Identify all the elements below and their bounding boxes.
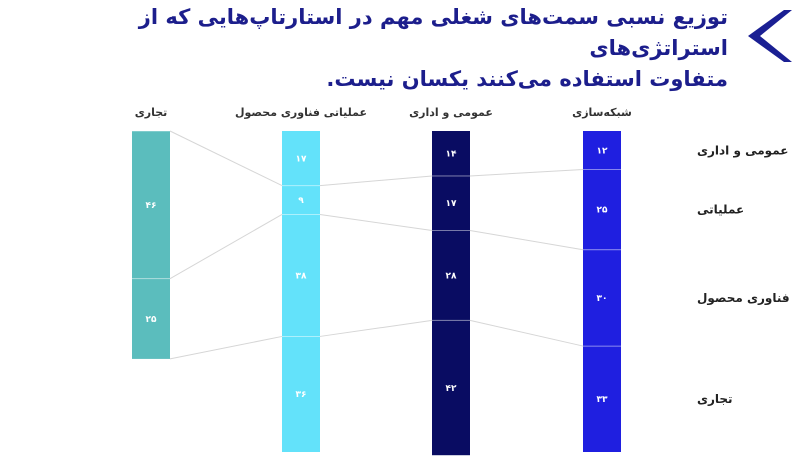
bar-segment: [583, 249, 621, 347]
connector-line: [319, 213, 433, 232]
bar-segment: [282, 214, 320, 337]
bar-value-label: ۱۲: [597, 146, 608, 156]
category-label: تجاری: [135, 106, 168, 119]
connector-line: [319, 319, 433, 337]
category-label: عمومی و اداری: [409, 106, 493, 119]
bar-value-label: ۹: [298, 196, 304, 206]
bar-segment: [432, 230, 470, 321]
segment-label: فناوری محصول: [697, 291, 790, 306]
segment-label: عملیاتی: [697, 203, 744, 217]
connector-line: [169, 214, 283, 280]
connector-line: [319, 175, 433, 187]
bar-segment: [432, 131, 470, 176]
connector-line: [169, 335, 283, 360]
bar-value-label: ۲۵: [597, 206, 608, 216]
segment-label: عمومی و اداری: [697, 143, 788, 158]
connector-line: [469, 230, 584, 251]
bar-segment: [583, 346, 621, 452]
chart-title: توزیع نسبی سمت‌های شغلی مهم در استارتاپ‌…: [28, 2, 728, 95]
chart-title-line-1: توزیع نسبی سمت‌های شغلی مهم در استارتاپ‌…: [138, 5, 728, 60]
bar-segment: [583, 169, 621, 250]
bar-value-label: ۴۲: [446, 384, 457, 394]
bar-segment: [282, 185, 320, 215]
bar-value-label: ۳۰: [597, 294, 608, 304]
bars: ۱۲ ۲۵ ۳۰ ۳۳ ۱۴ ۱۷ ۲۸ ۴۲ ۱۷ ۹ ۳۸ ۳۶ ۴۶ ۲۵: [132, 130, 621, 456]
bar-segment: [132, 278, 170, 359]
bar-value-label: ۲۸: [446, 271, 457, 281]
bar-segment: [132, 131, 170, 279]
segment-labels: عمومی و اداری عملیاتی فناوری محصول تجاری: [697, 143, 790, 406]
connector-line: [469, 319, 584, 347]
category-label: شبکه‌سازی: [572, 106, 632, 119]
bar-value-label: ۴۶: [146, 201, 157, 211]
bar-segment: [583, 131, 621, 170]
bar-segment: [432, 320, 470, 456]
bar-segment: [282, 336, 320, 452]
connector-line: [469, 169, 584, 177]
bar-segment: [282, 131, 320, 186]
category-label: عملیاتی فناوری محصول: [235, 106, 367, 119]
bar-value-label: ۳۸: [296, 271, 307, 281]
bar-value-label: ۳۶: [296, 390, 307, 400]
category-labels: شبکه‌سازی عمومی و اداری عملیاتی فناوری محص…: [135, 106, 632, 119]
chart-title-line-2: متفاوت استفاده می‌کنند یکسان نیست.: [326, 67, 728, 91]
bar-value-label: ۱۷: [446, 199, 457, 209]
bar-value-label: ۱۷: [296, 154, 307, 164]
chevron-left-icon: [748, 10, 792, 62]
connector-line: [169, 130, 283, 187]
bar-value-label: ۳۳: [597, 395, 608, 405]
bar-value-label: ۲۵: [146, 315, 157, 325]
bar-segment: [432, 175, 470, 231]
connector-lines: [169, 130, 584, 360]
segment-label: تجاری: [697, 392, 733, 406]
bar-value-label: ۱۴: [446, 149, 457, 159]
